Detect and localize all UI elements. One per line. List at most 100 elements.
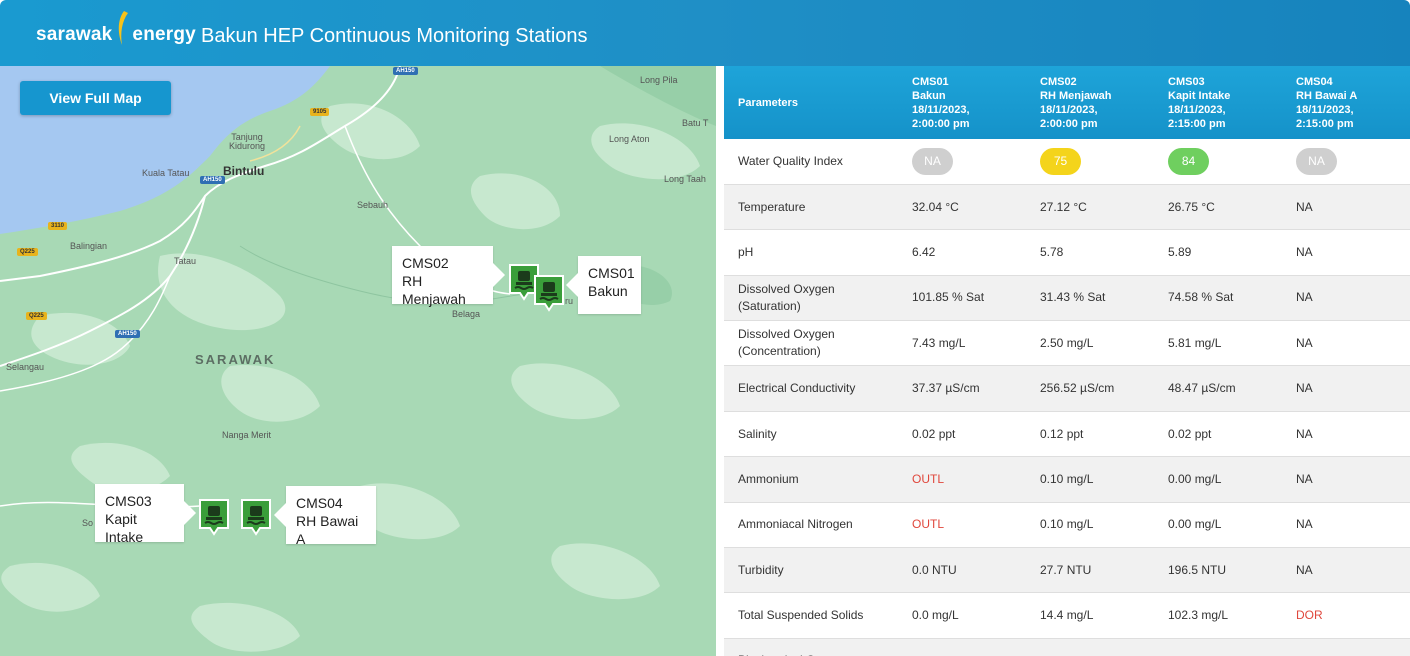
table-row: Biochemical Oxygen [724,638,1410,656]
param-value: 31.43 % Sat [1026,275,1154,322]
station-code: CMS01 [588,265,635,281]
station-time: 2:15:00 pm [1168,117,1226,130]
place-long-pila: Long Pila [640,75,678,85]
param-value: 0.02 ppt [1154,411,1282,458]
place-tatau: Tatau [174,256,197,266]
param-value: 102.3 mg/L [1154,592,1282,639]
param-value: 256.52 µS/cm [1026,365,1154,412]
place-bintulu: Bintulu [223,164,265,178]
param-label: Total Suspended Solids [724,592,898,639]
param-value [898,638,1026,656]
param-label: Ammoniacal Nitrogen [724,502,898,549]
station-time: 2:00:00 pm [912,117,970,130]
param-value: NA [1282,547,1410,594]
header-parameters: Parameters [724,66,898,139]
param-value: 0.0 mg/L [898,592,1026,639]
station-code: CMS04 [1296,75,1333,88]
station-callout-cms03[interactable]: CMS03 Kapit Intake [95,484,196,545]
table-row: Turbidity 0.0 NTU 27.7 NTU 196.5 NTU NA [724,547,1410,594]
param-value: 6.42 [898,229,1026,276]
station-code: CMS03 [105,493,152,509]
table-row: pH 6.42 5.78 5.89 NA [724,229,1410,276]
param-value: 0.00 mg/L [1154,456,1282,503]
table-row: Salinity 0.02 ppt 0.12 ppt 0.02 ppt NA [724,411,1410,458]
param-value: DOR [1282,592,1410,639]
sarawak-energy-logo[interactable]: sarawak energy [36,11,196,46]
water-station-icon[interactable] [508,263,540,303]
param-value: 196.5 NTU [1154,547,1282,594]
table-row: Temperature 32.04 °C 27.12 °C 26.75 °C NA [724,184,1410,231]
wqi-badge: NA [912,147,953,175]
place-kuala-tatau: Kuala Tatau [142,168,190,178]
place-sebauh: Sebauh [357,200,389,210]
place-balingian: Balingian [70,241,108,251]
water-station-icon[interactable] [198,498,230,538]
param-value: 74.58 % Sat [1154,275,1282,322]
wqi-cell: 75 [1026,139,1154,185]
place-batu-t: Batu T [682,118,709,128]
param-value: 0.02 ppt [898,411,1026,458]
param-value: 0.12 ppt [1026,411,1154,458]
param-value: NA [1282,320,1410,367]
station-name: Bakun [912,89,946,102]
water-station-icon[interactable] [240,498,272,538]
param-value: 0.10 mg/L [1026,456,1154,503]
param-label: Ammonium [724,456,898,503]
page-title: Bakun HEP Continuous Monitoring Stations [201,25,588,47]
param-value: 2.50 mg/L [1026,320,1154,367]
place-ru: ru [565,296,574,306]
station-callout-cms02[interactable]: CMS02 RH Menjawah [392,246,505,307]
station-date: 18/11/2023, [912,103,970,116]
wqi-badge: 84 [1168,147,1209,175]
param-value: NA [1282,502,1410,549]
param-value: 7.43 mg/L [898,320,1026,367]
place-sarawak: SARAWAK [195,352,276,367]
param-label: Dissolved Oxygen (Saturation) [724,275,898,322]
station-name: Kapit Intake [105,511,144,545]
logo-swoosh-icon [119,11,129,45]
station-name: Kapit Intake [1168,89,1231,102]
wqi-cell: NA [898,139,1026,185]
station-name: RH Menjawah [1040,89,1112,102]
param-value: 48.47 µS/cm [1154,365,1282,412]
station-time: 2:00:00 pm [1040,117,1098,130]
table-row: Dissolved Oxygen (Concentration) 7.43 mg/… [724,320,1410,367]
place-long-aton: Long Aton [609,134,650,144]
table-row: Ammoniacal Nitrogen OUTL 0.10 mg/L 0.00 mg/… [724,502,1410,549]
param-label: pH [724,229,898,276]
param-value: 26.75 °C [1154,184,1282,231]
water-station-icon[interactable] [533,274,565,314]
param-value: NA [1282,365,1410,412]
header-station-cms04: CMS04 RH Bawai A 18/11/2023, 2:15:00 pm [1282,66,1410,139]
param-value: NA [1282,411,1410,458]
station-name: RH Menjawah [402,273,466,307]
wqi-cell: NA [1282,139,1410,185]
station-code: CMS03 [1168,75,1205,88]
table-row: Dissolved Oxygen (Saturation) 101.85 % Sa… [724,275,1410,322]
map-view[interactable]: Long Pila Batu T Long Aton Long Taah Tan… [0,66,716,656]
param-label: Turbidity [724,547,898,594]
road-shield-ah150: AH150 [115,330,140,338]
place-so: So [82,518,94,528]
station-code: CMS02 [402,255,449,271]
param-value: NA [1282,229,1410,276]
param-value: NA [1282,275,1410,322]
param-value: 0.0 NTU [898,547,1026,594]
road-shield-q225: Q225 [26,312,47,320]
param-value: 0.10 mg/L [1026,502,1154,549]
place-nanga-merit: Nanga Merit [222,430,272,440]
station-date: 18/11/2023, [1168,103,1226,116]
param-value: 0.00 mg/L [1154,502,1282,549]
station-callout-cms01[interactable]: CMS01 Bakun [566,256,641,314]
station-code: CMS04 [296,495,343,511]
station-callout-cms04[interactable]: CMS04 RH Bawai A [274,486,376,547]
param-value: 5.81 mg/L [1154,320,1282,367]
wqi-badge: 75 [1040,147,1081,175]
param-value: 14.4 mg/L [1026,592,1154,639]
wqi-badge: NA [1296,147,1337,175]
parameters-panel[interactable]: Parameters CMS01 Bakun 18/11/2023, 2:00:… [716,66,1410,656]
view-full-map-button[interactable]: View Full Map [20,81,171,115]
param-value [1282,638,1410,656]
table-row: Electrical Conductivity 37.37 µS/cm 256.52… [724,365,1410,412]
station-name: RH Bawai A [1296,89,1358,102]
